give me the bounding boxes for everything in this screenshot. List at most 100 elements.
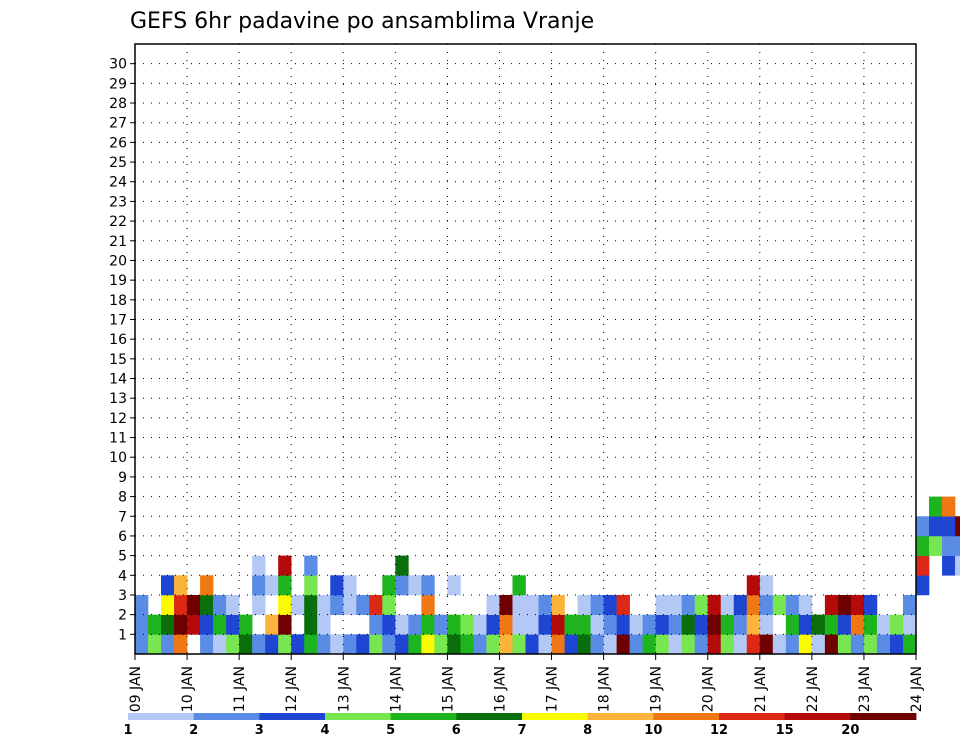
heatmap-cell bbox=[889, 634, 904, 655]
colorbar-label: 6 bbox=[452, 723, 461, 738]
x-tick-label: 19 JAN bbox=[649, 666, 665, 712]
y-tick-label: 8 bbox=[118, 490, 127, 506]
heatmap-cell bbox=[642, 614, 656, 635]
y-tick-label: 20 bbox=[109, 253, 127, 269]
heatmap-cell bbox=[746, 614, 761, 635]
heatmap-cell bbox=[174, 575, 188, 596]
colorbar-label: 7 bbox=[517, 723, 526, 738]
heatmap-cell bbox=[629, 634, 643, 655]
heatmap-cell bbox=[551, 614, 565, 635]
x-tick-label: 21 JAN bbox=[753, 666, 769, 712]
heatmap-cell bbox=[655, 594, 669, 615]
heatmap-cell bbox=[929, 535, 943, 556]
x-tick-label: 15 JAN bbox=[440, 666, 456, 712]
x-tick-label: 16 JAN bbox=[492, 666, 508, 712]
heatmap-cell bbox=[837, 614, 852, 635]
heatmap-cell bbox=[304, 614, 318, 635]
x-tick-label: 18 JAN bbox=[597, 666, 613, 712]
heatmap-cell bbox=[746, 594, 761, 615]
heatmap-cell bbox=[239, 634, 253, 655]
heatmap-cell bbox=[655, 634, 669, 655]
heatmap-cell bbox=[135, 634, 149, 655]
heatmap-cell bbox=[694, 614, 709, 635]
heatmap-cell bbox=[916, 575, 930, 596]
heatmap-cell bbox=[408, 634, 422, 655]
heatmap-cell bbox=[395, 575, 409, 596]
colorbar-label: 20 bbox=[841, 723, 859, 738]
colorbar-label: 4 bbox=[320, 723, 329, 738]
heatmap-cell bbox=[161, 594, 175, 615]
heatmap-cell bbox=[577, 634, 591, 655]
y-tick-label: 16 bbox=[109, 332, 127, 348]
heatmap-cell bbox=[148, 634, 162, 655]
heatmap-cell bbox=[642, 634, 656, 655]
heatmap-cell bbox=[187, 594, 201, 615]
heatmap-cell bbox=[330, 575, 344, 596]
x-tick-label: 11 JAN bbox=[232, 666, 248, 712]
heatmap-cell bbox=[369, 594, 383, 615]
heatmap-cell bbox=[733, 594, 748, 615]
heatmap-cell bbox=[850, 594, 865, 615]
heatmap-cell bbox=[213, 614, 227, 635]
y-tick-label: 10 bbox=[109, 450, 127, 466]
heatmap-cell bbox=[200, 614, 214, 635]
colorbar-label: 2 bbox=[189, 723, 198, 738]
heatmap-cell bbox=[668, 634, 682, 655]
heatmap-cell bbox=[356, 634, 370, 655]
heatmap-cell bbox=[421, 594, 435, 615]
y-tick-label: 12 bbox=[109, 411, 127, 427]
heatmap-cell bbox=[317, 614, 331, 635]
heatmap-cell bbox=[759, 634, 774, 655]
heatmap-cell bbox=[499, 634, 513, 655]
heatmap-cell bbox=[772, 594, 787, 615]
heatmap-cell bbox=[668, 594, 682, 615]
heatmap-cell bbox=[200, 575, 214, 596]
y-tick-label: 3 bbox=[118, 588, 127, 604]
heatmap-cell bbox=[473, 634, 487, 655]
heatmap-cell bbox=[447, 575, 461, 596]
heatmap-cell bbox=[135, 614, 149, 635]
heatmap-cell bbox=[785, 594, 800, 615]
grid-lines bbox=[135, 44, 916, 654]
heatmap-cell bbox=[785, 614, 800, 635]
heatmap-cell bbox=[538, 594, 552, 615]
x-tick-label: 12 JAN bbox=[284, 666, 300, 712]
heatmap-cell bbox=[265, 614, 279, 635]
heatmap-cell bbox=[200, 594, 214, 615]
colorbar: 1 2 3 4 5 6 7 8 10 12 15 20 bbox=[123, 713, 917, 738]
heatmap-cell bbox=[421, 575, 435, 596]
x-tick-label: 22 JAN bbox=[805, 666, 821, 712]
heatmap-cell bbox=[863, 614, 878, 635]
y-tick-label: 28 bbox=[109, 96, 127, 112]
heatmap-cell bbox=[733, 614, 748, 635]
plot-frame bbox=[134, 43, 917, 655]
heatmap-cell bbox=[798, 634, 813, 655]
heatmap-cell bbox=[720, 594, 735, 615]
x-tick-label: 13 JAN bbox=[336, 666, 352, 712]
heatmap-cell bbox=[616, 594, 630, 615]
colorbar-label: 8 bbox=[583, 723, 592, 738]
y-tick-label: 24 bbox=[109, 175, 127, 191]
y-tick-label: 23 bbox=[109, 194, 127, 210]
heatmap-cell bbox=[226, 634, 240, 655]
heatmap-cell bbox=[239, 614, 253, 635]
heatmap-cell bbox=[278, 634, 292, 655]
heatmap-cell bbox=[304, 594, 318, 615]
heatmap-cell bbox=[317, 594, 331, 615]
heatmap-cell bbox=[213, 634, 227, 655]
heatmap-cell bbox=[681, 614, 696, 635]
heatmap-cell bbox=[525, 614, 539, 635]
colorbar-swatch bbox=[325, 713, 392, 720]
heatmap-cell bbox=[278, 575, 292, 596]
x-tick-label: 20 JAN bbox=[701, 666, 717, 712]
heatmap-cell bbox=[707, 634, 722, 655]
y-tick-label: 29 bbox=[109, 76, 127, 92]
heatmap-cell bbox=[916, 516, 930, 537]
colorbar-swatch bbox=[522, 713, 589, 720]
colorbar-swatch bbox=[456, 713, 523, 720]
heatmap-cell bbox=[226, 594, 240, 615]
heatmap-cell bbox=[929, 496, 943, 517]
heatmap-cell bbox=[252, 555, 266, 576]
heatmap-cell bbox=[551, 634, 565, 655]
heatmap-cell bbox=[655, 614, 669, 635]
